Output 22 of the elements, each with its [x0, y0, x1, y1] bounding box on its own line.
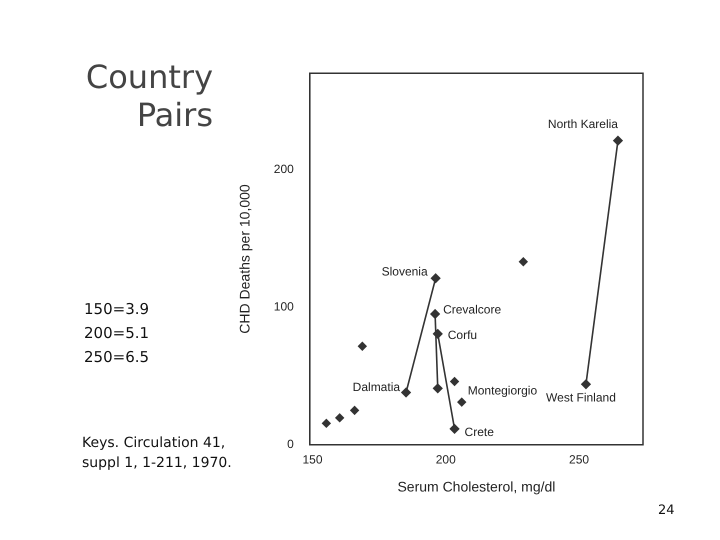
text: 150=3.9 — [84, 300, 150, 318]
annotation: North Karelia — [548, 116, 618, 131]
annotation: Crete — [464, 425, 494, 440]
chart-title: Country Pairs — [84, 58, 213, 134]
y-tick-label: 100 — [274, 299, 294, 314]
text: Keys. Circulation 41, suppl 1, 1-211, 1970. — [82, 434, 232, 473]
x-axis-title: Serum Cholesterol, mg/dl — [397, 478, 556, 494]
annotation: Slovenia — [382, 264, 428, 279]
x-tick-label: 200 — [436, 452, 456, 466]
annotation: Crevalcore — [443, 302, 502, 316]
annotation: Montegiorgio — [468, 384, 538, 398]
y-axis-title: CHD Deaths per 10,000 — [236, 184, 252, 334]
annotation: Dalmatia — [352, 380, 400, 394]
annotation: West Finland — [546, 390, 616, 405]
y-tick-label: 200 — [274, 162, 294, 176]
text: 24 — [658, 503, 675, 518]
x-tick-label: 150 — [302, 452, 323, 466]
text: 250=6.5 — [84, 348, 150, 366]
annotation: Corfu — [448, 328, 478, 342]
x-tick-label: 250 — [569, 452, 590, 466]
y-tick-label: 0 — [287, 437, 294, 452]
text: 200=5.1 — [84, 324, 150, 342]
